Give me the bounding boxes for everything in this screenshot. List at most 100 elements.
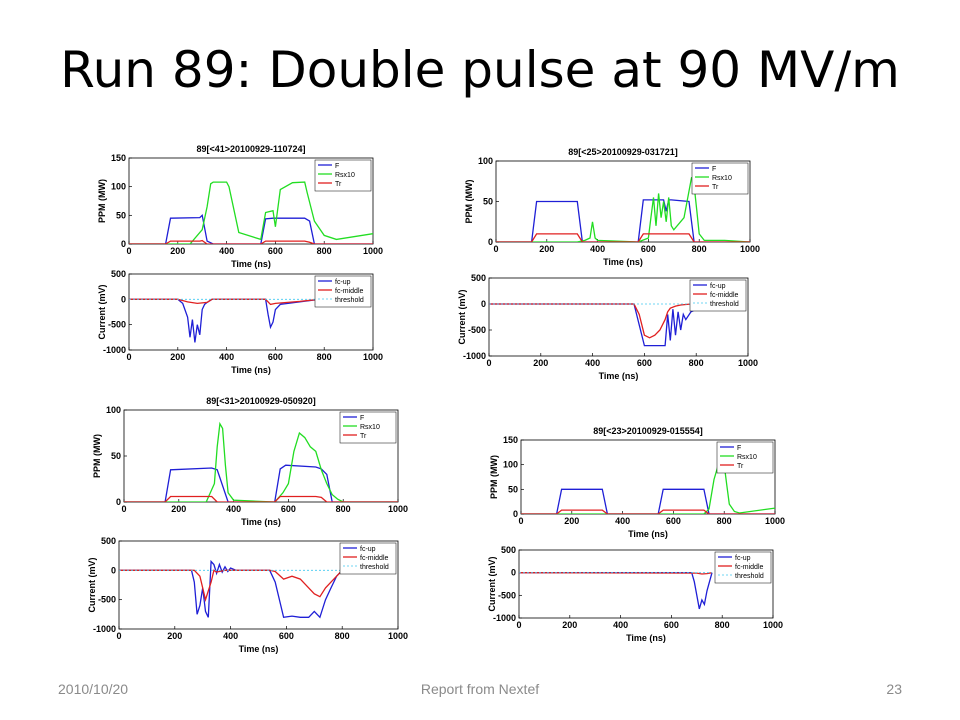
chart-8-current: 0 200 400 600 800 1000 -1000 -500 0 500 Time (ns) C… [487, 545, 783, 643]
legend-label: fc-middle [335, 288, 364, 295]
y-tick-label: -1000 [93, 624, 116, 634]
y-tick-label: 500 [101, 536, 116, 546]
x-tick-label: 600 [641, 244, 656, 254]
x-axis-label: Time (ns) [231, 365, 271, 375]
slide-title: Run 89: Double pulse at 90 MV/m [60, 41, 900, 99]
legend-label: fc-middle [735, 564, 764, 571]
y-axis-label: Current (mV) [87, 557, 97, 612]
chart-title: 89[<25>20100929-031721] [568, 147, 678, 157]
legend-label: fc-up [360, 546, 376, 553]
chart-6-current: 0 200 400 600 800 1000 -1000 -500 0 500 Time (ns) C… [87, 536, 408, 654]
x-tick-label: 600 [279, 631, 294, 641]
series-line-fc-middle [519, 572, 713, 575]
series-line-fc-middle [129, 298, 320, 306]
x-axis-label: Time (ns) [626, 633, 666, 643]
y-tick-label: 150 [111, 153, 126, 163]
x-tick-label: 400 [615, 516, 630, 526]
x-tick-label: 800 [715, 620, 730, 630]
legend-label: Rsx10 [360, 424, 380, 431]
x-tick-label: 200 [167, 631, 182, 641]
y-tick-label: 0 [513, 509, 518, 519]
series-line-fc-up [489, 303, 702, 347]
series-line-Rsx10 [129, 181, 373, 244]
x-tick-label: 800 [336, 504, 351, 514]
x-tick-label: 1000 [363, 246, 383, 256]
legend-label: F [737, 445, 741, 452]
y-tick-label: 500 [501, 545, 516, 555]
x-tick-label: 200 [533, 358, 548, 368]
x-tick-label: 0 [518, 516, 523, 526]
page-number: 23 [886, 681, 902, 697]
legend-label: Tr [360, 433, 367, 440]
y-tick-label: 500 [111, 269, 126, 279]
x-tick-label: 0 [126, 352, 131, 362]
y-tick-label: 0 [111, 565, 116, 575]
x-tick-label: 400 [223, 631, 238, 641]
y-tick-label: -500 [468, 325, 486, 335]
x-axis-label: Time (ns) [231, 259, 271, 269]
x-tick-label: 1000 [738, 358, 758, 368]
x-tick-label: 1000 [363, 352, 383, 362]
x-tick-label: 200 [171, 504, 186, 514]
y-tick-label: 500 [471, 273, 486, 283]
legend-label: fc-up [335, 279, 351, 286]
y-tick-label: 100 [503, 460, 518, 470]
x-tick-label: 400 [226, 504, 241, 514]
y-tick-label: 50 [116, 210, 126, 220]
x-tick-label: 1000 [740, 244, 760, 254]
legend-label: Rsx10 [737, 454, 757, 461]
x-tick-label: 600 [281, 504, 296, 514]
y-tick-label: 0 [481, 299, 486, 309]
x-tick-label: 800 [692, 244, 707, 254]
series-line-Tr [124, 495, 398, 502]
series-line-F [124, 464, 398, 502]
x-tick-label: 200 [539, 244, 554, 254]
series-line-Rsx10 [124, 421, 398, 502]
series-line-Rsx10 [496, 177, 750, 242]
legend-label: fc-middle [360, 555, 389, 562]
x-tick-label: 200 [562, 620, 577, 630]
legend-label: fc-up [735, 555, 751, 562]
x-tick-label: 400 [590, 244, 605, 254]
y-tick-label: 50 [111, 451, 121, 461]
series-line-F [129, 214, 373, 244]
y-tick-label: 0 [121, 294, 126, 304]
y-tick-label: 0 [121, 239, 126, 249]
x-tick-label: 0 [493, 244, 498, 254]
legend-label: fc-middle [710, 292, 739, 299]
y-tick-label: 100 [106, 405, 121, 415]
y-tick-label: -500 [498, 590, 516, 600]
y-axis-label: PPM (MW) [489, 455, 499, 499]
x-tick-label: 400 [219, 352, 234, 362]
y-tick-label: 100 [478, 156, 493, 166]
chart-5-ppm: 89[<31>20100929-050920]0 200 400 600 800 1000… [92, 396, 408, 527]
chart-3-ppm: 89[<25>20100929-031721]0 200 400 600 800 1000… [464, 147, 760, 267]
x-tick-label: 200 [564, 516, 579, 526]
x-tick-label: 0 [516, 620, 521, 630]
legend-label: Rsx10 [335, 172, 355, 179]
y-tick-label: -1000 [463, 351, 486, 361]
chart-1-ppm: 89[<41>20100929-110724]0 200 400 600 800 1000… [97, 144, 383, 269]
x-tick-label: 600 [268, 352, 283, 362]
y-axis-label: Current (mV) [487, 556, 497, 611]
y-tick-label: 50 [508, 484, 518, 494]
legend-label: F [335, 163, 339, 170]
legend-label: threshold [735, 573, 764, 580]
y-tick-label: 0 [488, 237, 493, 247]
x-tick-label: 800 [317, 352, 332, 362]
x-tick-label: 400 [585, 358, 600, 368]
series-line-fc-middle [119, 569, 343, 603]
legend-label: F [360, 415, 364, 422]
legend-box [314, 159, 372, 192]
series-line-fc-up [129, 298, 320, 343]
y-tick-label: -500 [98, 595, 116, 605]
legend-label: Tr [712, 184, 719, 191]
legend-label: Tr [737, 463, 744, 470]
series-line-fc-middle [489, 303, 692, 339]
y-tick-label: -1000 [103, 345, 126, 355]
chart-title: 89[<41>20100929-110724] [196, 144, 305, 154]
y-axis-label: Current (mV) [457, 289, 467, 344]
chart-4-current: 0 200 400 600 800 1000 -1000 -500 0 500 Time (ns) C… [457, 273, 758, 381]
x-tick-label: 800 [689, 358, 704, 368]
x-tick-label: 1000 [388, 504, 408, 514]
